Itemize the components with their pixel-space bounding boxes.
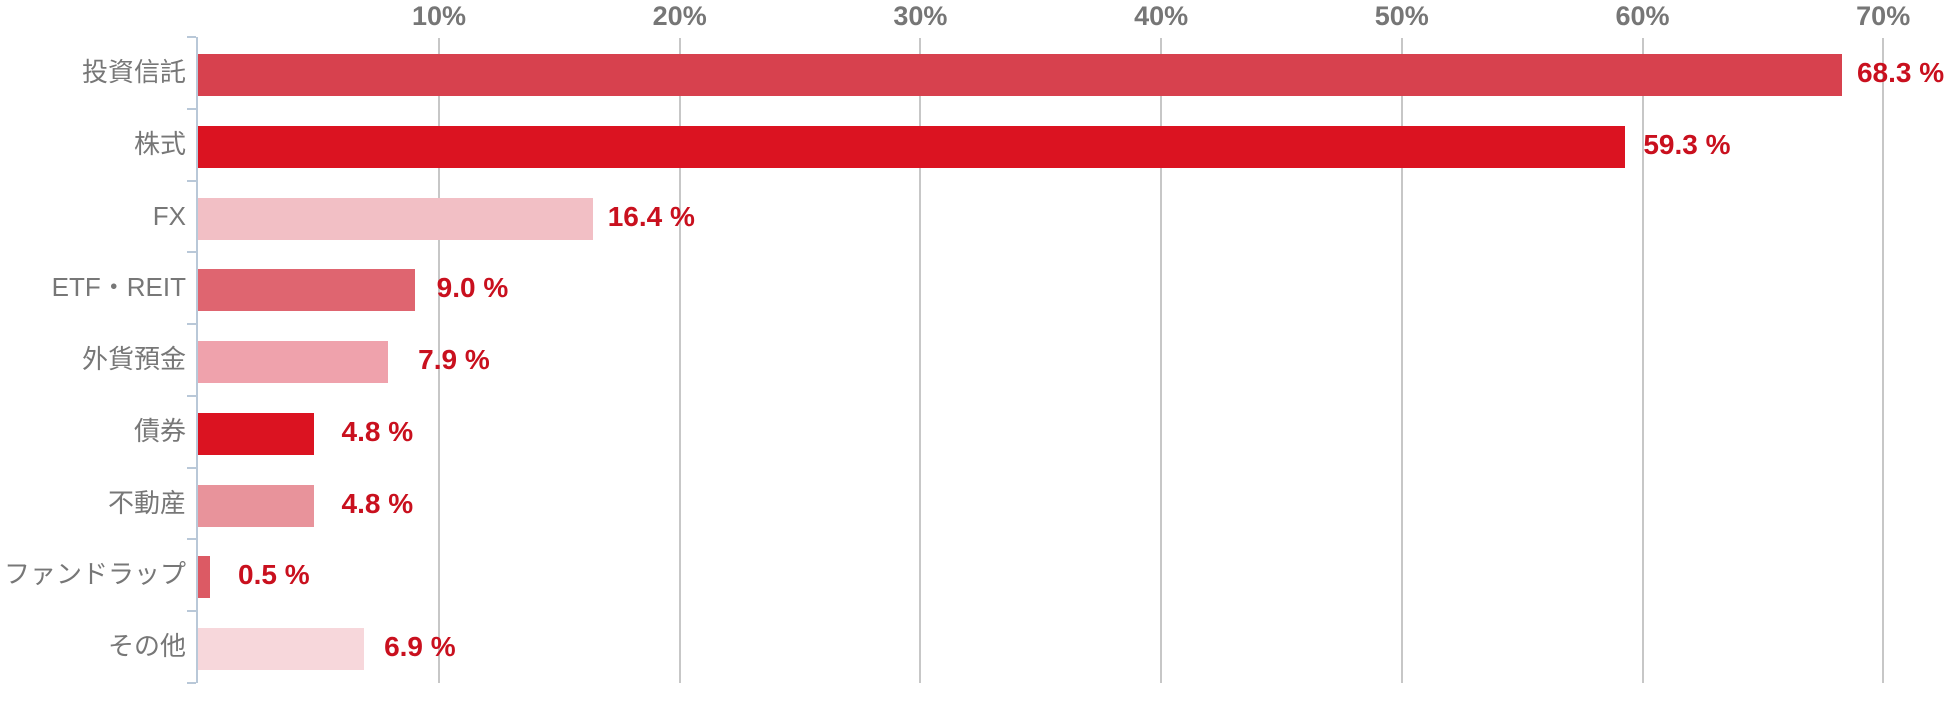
category-label: ファンドラップ — [3, 559, 186, 590]
y-axis-tick — [187, 179, 196, 182]
y-axis-tick — [187, 36, 196, 38]
y-axis-tick — [187, 682, 196, 684]
value-label: 16.4 % — [607, 200, 695, 232]
bar — [198, 412, 314, 455]
category-label: 株式 — [133, 128, 186, 159]
bar-row: FX 16.4 % — [0, 181, 1950, 253]
x-tick-label: 30% — [893, 1, 948, 31]
value-label: 59.3 % — [1643, 128, 1731, 160]
category-label: 外貨預金 — [81, 344, 186, 375]
x-tick-label: 20% — [652, 1, 707, 31]
bar — [198, 125, 1626, 168]
category-label: FX — [152, 200, 186, 231]
y-axis-tick — [187, 466, 196, 469]
x-tick-label: 70% — [1856, 1, 1911, 31]
gridline — [438, 38, 440, 683]
bar — [198, 484, 314, 527]
x-tick-label: 60% — [1615, 1, 1670, 31]
gridline — [1641, 38, 1644, 683]
x-tick-label: 50% — [1374, 1, 1429, 31]
y-axis-tick — [187, 323, 196, 326]
bar — [198, 269, 415, 312]
bar-row: 株式 59.3 % — [0, 109, 1950, 181]
x-tick-label: 40% — [1134, 1, 1189, 31]
bar — [198, 628, 365, 671]
y-axis-tick — [187, 107, 196, 110]
value-label: 4.8 % — [341, 487, 414, 519]
value-label: 68.3 % — [1856, 57, 1945, 88]
category-label: その他 — [107, 631, 186, 662]
value-label: 7.9 % — [418, 344, 490, 376]
x-tick-label: 10% — [411, 1, 467, 31]
bar — [198, 341, 389, 384]
category-label: ETF・REIT — [51, 272, 186, 303]
value-label: 6.9 % — [384, 631, 456, 663]
y-axis-tick — [187, 538, 196, 541]
y-axis-tick — [187, 394, 196, 397]
gridline — [1400, 38, 1403, 683]
gridline — [678, 38, 681, 683]
bar — [198, 556, 211, 599]
bar-row: ファンドラップ 0.5 % — [0, 539, 1950, 611]
bar-row: その他 6.9 % — [0, 611, 1950, 683]
gridline — [1160, 38, 1163, 683]
category-label: 債券 — [133, 415, 186, 446]
y-axis-tick — [187, 610, 196, 613]
bar-row: 投資信託 68.3 % — [0, 37, 1950, 109]
gridline — [919, 38, 922, 683]
category-label: 不動産 — [107, 487, 186, 518]
bar-row: ETF・REIT 9.0 % — [0, 252, 1950, 324]
y-axis-tick — [187, 251, 196, 254]
category-label: 投資信託 — [81, 57, 186, 87]
value-label: 9.0 % — [436, 272, 509, 304]
gridline — [1882, 38, 1885, 683]
bar-row: 不動産 4.8 % — [0, 468, 1950, 540]
bar-row: 債券 4.8 % — [0, 396, 1950, 468]
bar-row: 外貨預金 7.9 % — [0, 324, 1950, 396]
value-label: 0.5 % — [238, 559, 310, 591]
bar — [198, 54, 1842, 96]
value-label: 4.8 % — [341, 415, 414, 447]
y-axis-line — [196, 37, 198, 683]
bar — [198, 197, 593, 240]
